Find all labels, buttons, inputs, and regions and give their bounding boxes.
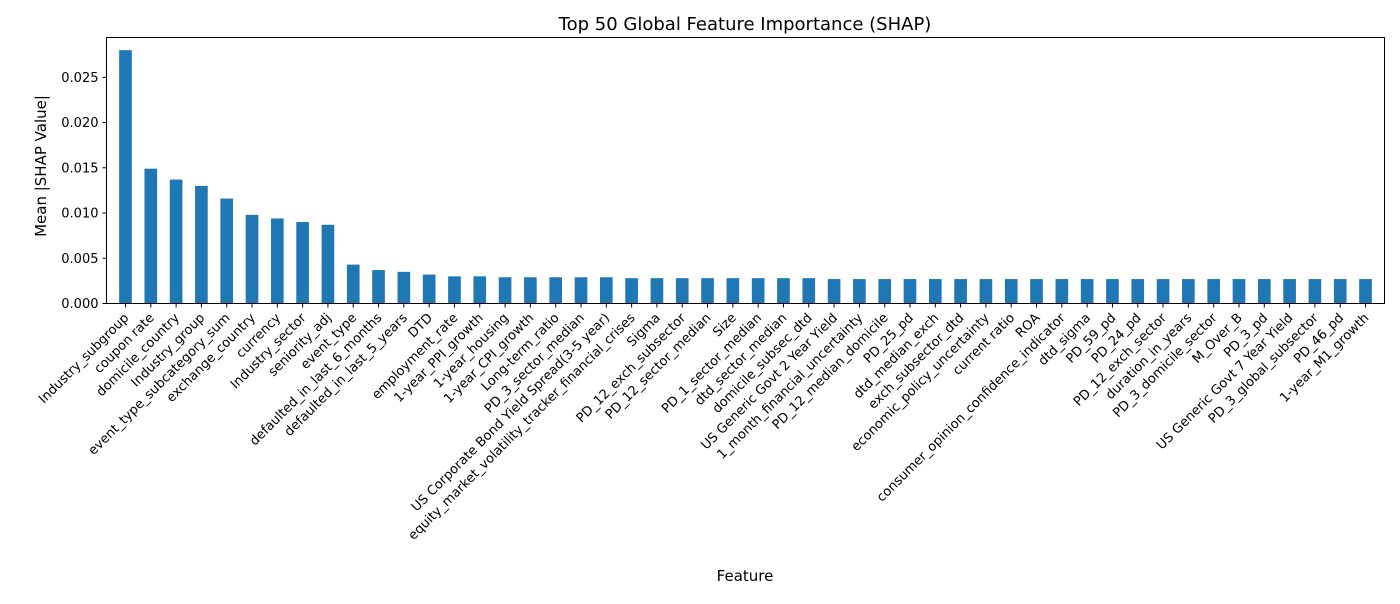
bar [1207, 279, 1220, 304]
bar [397, 271, 411, 304]
y-tick-label: 0.020 [61, 116, 98, 131]
bar [372, 270, 385, 304]
bar [119, 50, 132, 304]
bar [650, 278, 664, 304]
bar [1131, 279, 1145, 304]
bar [726, 278, 740, 304]
bars-group [119, 50, 1372, 304]
bar [321, 224, 335, 304]
bar [1232, 279, 1246, 304]
bar [1106, 279, 1119, 304]
bar [245, 214, 259, 304]
bar [1055, 279, 1069, 304]
bar [422, 274, 436, 304]
bar [169, 179, 183, 304]
bar [599, 277, 613, 304]
y-ticks-group: 0.000 0.005 0.010 0.015 0.020 0.025 [61, 71, 107, 312]
bar [271, 218, 284, 304]
bar [751, 278, 765, 304]
bar [220, 198, 234, 304]
y-tick-label: 0.000 [61, 297, 98, 312]
bar [498, 277, 512, 304]
bar [625, 278, 638, 304]
bar [1308, 279, 1322, 304]
bar [878, 279, 892, 304]
bar [1004, 279, 1018, 304]
bar [1080, 279, 1094, 304]
chart-title: Top 50 Global Feature Importance (SHAP) [558, 14, 932, 35]
bar [524, 277, 537, 304]
bar [1156, 279, 1170, 304]
bar [144, 168, 158, 304]
bar [903, 279, 917, 304]
bar [296, 222, 309, 304]
bar [549, 277, 563, 304]
y-axis-label: Mean |SHAP Value| [32, 95, 50, 237]
bar [1030, 279, 1043, 304]
y-tick-label: 0.015 [61, 161, 98, 176]
bar [1333, 279, 1347, 304]
y-tick-label: 0.010 [61, 207, 98, 222]
bar [1359, 279, 1372, 304]
bar [1257, 279, 1271, 304]
bar [777, 278, 790, 304]
bar [954, 279, 967, 304]
bar [1283, 279, 1296, 304]
x-axis-label: Feature [717, 567, 774, 585]
bar [701, 278, 714, 304]
bar [1182, 279, 1195, 304]
bar [853, 279, 866, 304]
bar [827, 279, 841, 304]
bar [448, 276, 461, 304]
bar [928, 279, 942, 304]
bar [195, 185, 208, 304]
bar [979, 279, 993, 304]
bar [675, 278, 689, 304]
plot-frame [106, 37, 1385, 304]
bar [574, 277, 588, 304]
bar [346, 264, 360, 304]
bar [473, 276, 487, 304]
y-tick-label: 0.005 [61, 252, 98, 267]
y-tick-label: 0.025 [61, 71, 98, 86]
bar [802, 278, 816, 304]
